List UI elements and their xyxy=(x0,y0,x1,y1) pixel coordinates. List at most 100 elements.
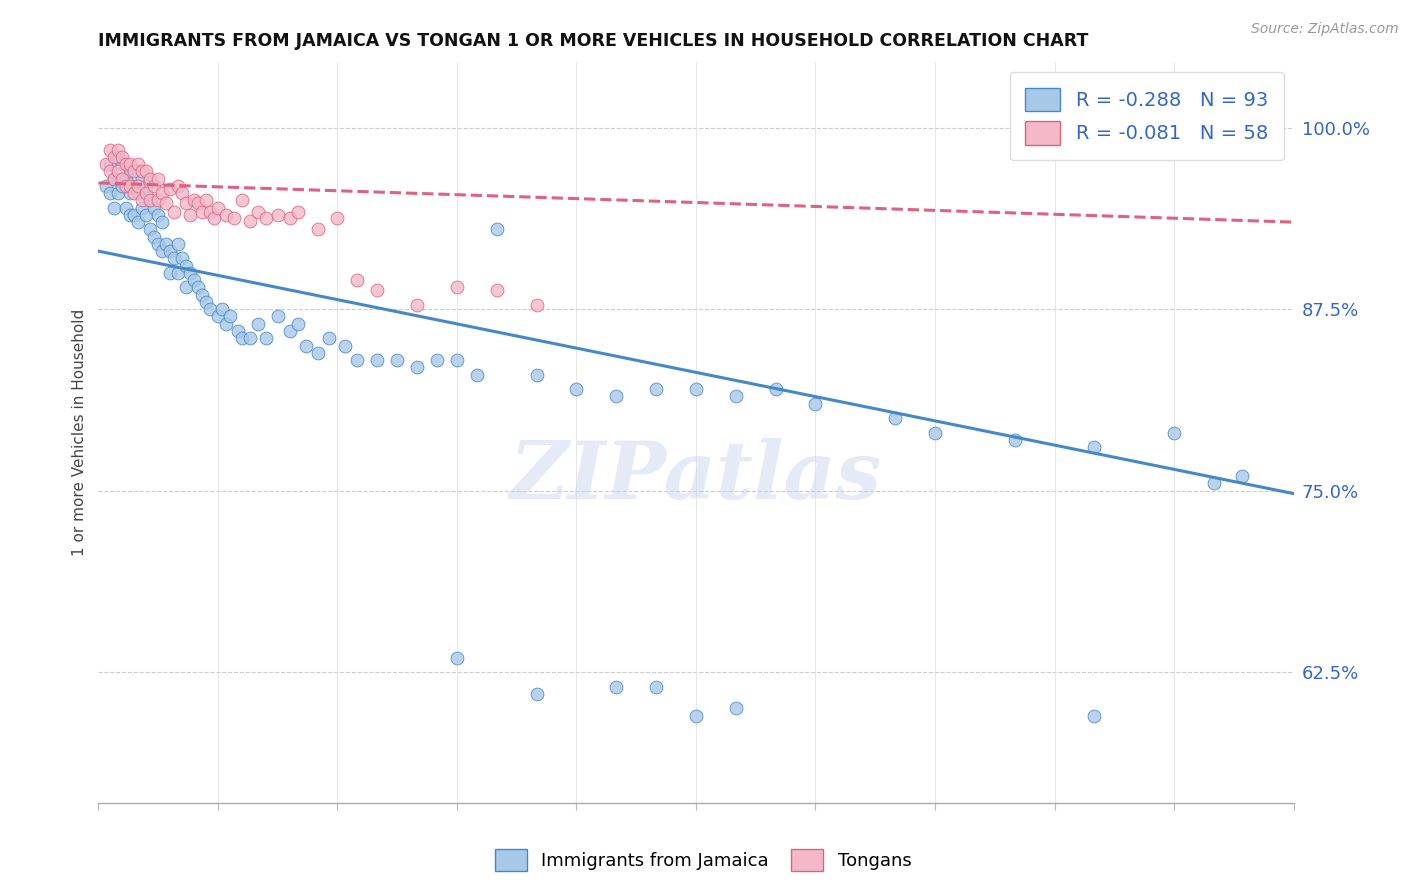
Point xyxy=(179,266,201,280)
Point xyxy=(406,360,429,375)
Point xyxy=(195,295,218,310)
Point xyxy=(246,205,269,219)
Legend: Immigrants from Jamaica, Tongans: Immigrants from Jamaica, Tongans xyxy=(488,842,918,879)
Point xyxy=(724,389,747,403)
Text: Source: ZipAtlas.com: Source: ZipAtlas.com xyxy=(1251,22,1399,37)
Point xyxy=(98,164,122,178)
Point xyxy=(163,252,186,266)
Point xyxy=(167,236,190,251)
Point xyxy=(150,186,173,200)
Point xyxy=(103,201,125,215)
Point xyxy=(107,164,129,178)
Point xyxy=(605,389,627,403)
Point xyxy=(148,208,170,222)
Point xyxy=(111,150,134,164)
Point xyxy=(107,186,129,200)
Point xyxy=(287,205,309,219)
Point xyxy=(103,150,125,164)
Point xyxy=(150,215,173,229)
Point xyxy=(127,186,149,200)
Point xyxy=(685,708,707,723)
Point xyxy=(183,194,205,208)
Point xyxy=(111,178,134,193)
Point xyxy=(645,680,668,694)
Point xyxy=(98,143,122,157)
Point xyxy=(179,208,201,222)
Point xyxy=(246,317,269,331)
Point xyxy=(131,201,153,215)
Point xyxy=(406,298,429,312)
Point xyxy=(163,205,186,219)
Point xyxy=(150,244,173,259)
Point xyxy=(446,353,468,368)
Point xyxy=(239,213,262,227)
Point xyxy=(124,186,146,200)
Point xyxy=(159,266,181,280)
Point xyxy=(222,211,245,225)
Point xyxy=(148,194,170,208)
Text: ZIPatlas: ZIPatlas xyxy=(510,438,882,516)
Point xyxy=(124,178,146,193)
Point xyxy=(167,266,190,280)
Point xyxy=(174,259,197,273)
Point xyxy=(231,194,253,208)
Point xyxy=(148,171,170,186)
Point xyxy=(172,186,194,200)
Point xyxy=(1083,708,1105,723)
Point xyxy=(335,338,357,352)
Point xyxy=(884,411,907,425)
Point xyxy=(115,171,138,186)
Point xyxy=(135,164,157,178)
Point xyxy=(1083,440,1105,454)
Point xyxy=(120,178,142,193)
Point xyxy=(120,186,142,200)
Legend: R = -0.288   N = 93, R = -0.081   N = 58: R = -0.288 N = 93, R = -0.081 N = 58 xyxy=(1010,72,1284,161)
Point xyxy=(127,178,149,193)
Point xyxy=(198,302,221,317)
Point xyxy=(120,208,142,222)
Point xyxy=(96,157,118,171)
Point xyxy=(107,171,129,186)
Point xyxy=(685,382,707,396)
Point xyxy=(307,345,329,359)
Point xyxy=(645,382,668,396)
Point xyxy=(135,186,157,200)
Point xyxy=(198,205,221,219)
Point xyxy=(366,284,388,298)
Point xyxy=(307,222,329,236)
Point xyxy=(254,331,277,345)
Point xyxy=(115,201,138,215)
Y-axis label: 1 or more Vehicles in Household: 1 or more Vehicles in Household xyxy=(72,309,87,557)
Point xyxy=(924,425,946,440)
Point xyxy=(103,171,125,186)
Point xyxy=(115,178,138,193)
Point xyxy=(159,182,181,196)
Point xyxy=(135,208,157,222)
Point xyxy=(111,171,134,186)
Point xyxy=(1230,469,1253,483)
Point xyxy=(465,368,488,382)
Point xyxy=(107,150,129,164)
Point xyxy=(426,353,449,368)
Point xyxy=(174,280,197,294)
Point xyxy=(127,215,149,229)
Point xyxy=(765,382,787,396)
Point xyxy=(254,211,277,225)
Point xyxy=(724,701,747,715)
Point xyxy=(231,331,253,345)
Point xyxy=(485,222,508,236)
Point xyxy=(143,201,166,215)
Point xyxy=(139,222,162,236)
Point xyxy=(485,284,508,298)
Point xyxy=(346,273,368,287)
Point xyxy=(526,298,548,312)
Point xyxy=(366,353,388,368)
Point xyxy=(103,171,125,186)
Point xyxy=(191,287,214,301)
Point xyxy=(159,244,181,259)
Point xyxy=(183,273,205,287)
Point xyxy=(1004,433,1026,447)
Point xyxy=(172,252,194,266)
Point xyxy=(605,680,627,694)
Point xyxy=(155,196,177,211)
